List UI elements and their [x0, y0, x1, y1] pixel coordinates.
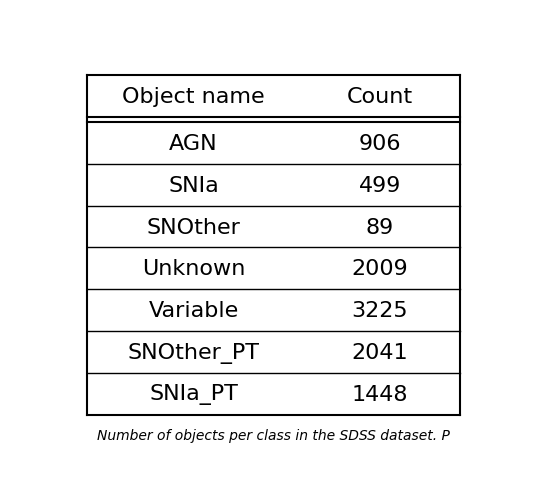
Text: SNIa_PT: SNIa_PT: [149, 384, 238, 405]
Text: 2041: 2041: [351, 342, 408, 362]
Text: Variable: Variable: [148, 301, 239, 321]
Text: 3225: 3225: [351, 301, 408, 321]
Text: Count: Count: [347, 87, 413, 107]
Text: SNOther: SNOther: [147, 217, 240, 237]
Text: AGN: AGN: [169, 134, 218, 153]
Text: 89: 89: [366, 217, 394, 237]
Text: 906: 906: [358, 134, 401, 153]
Text: SNIa: SNIa: [168, 175, 219, 195]
Text: 2009: 2009: [351, 259, 408, 279]
Text: Object name: Object name: [122, 87, 265, 107]
Text: 1448: 1448: [351, 384, 408, 404]
Text: Unknown: Unknown: [142, 259, 245, 279]
Text: 499: 499: [359, 175, 401, 195]
Text: SNOther_PT: SNOther_PT: [128, 342, 260, 363]
Text: Number of objects per class in the SDSS dataset. P: Number of objects per class in the SDSS …: [97, 428, 450, 442]
